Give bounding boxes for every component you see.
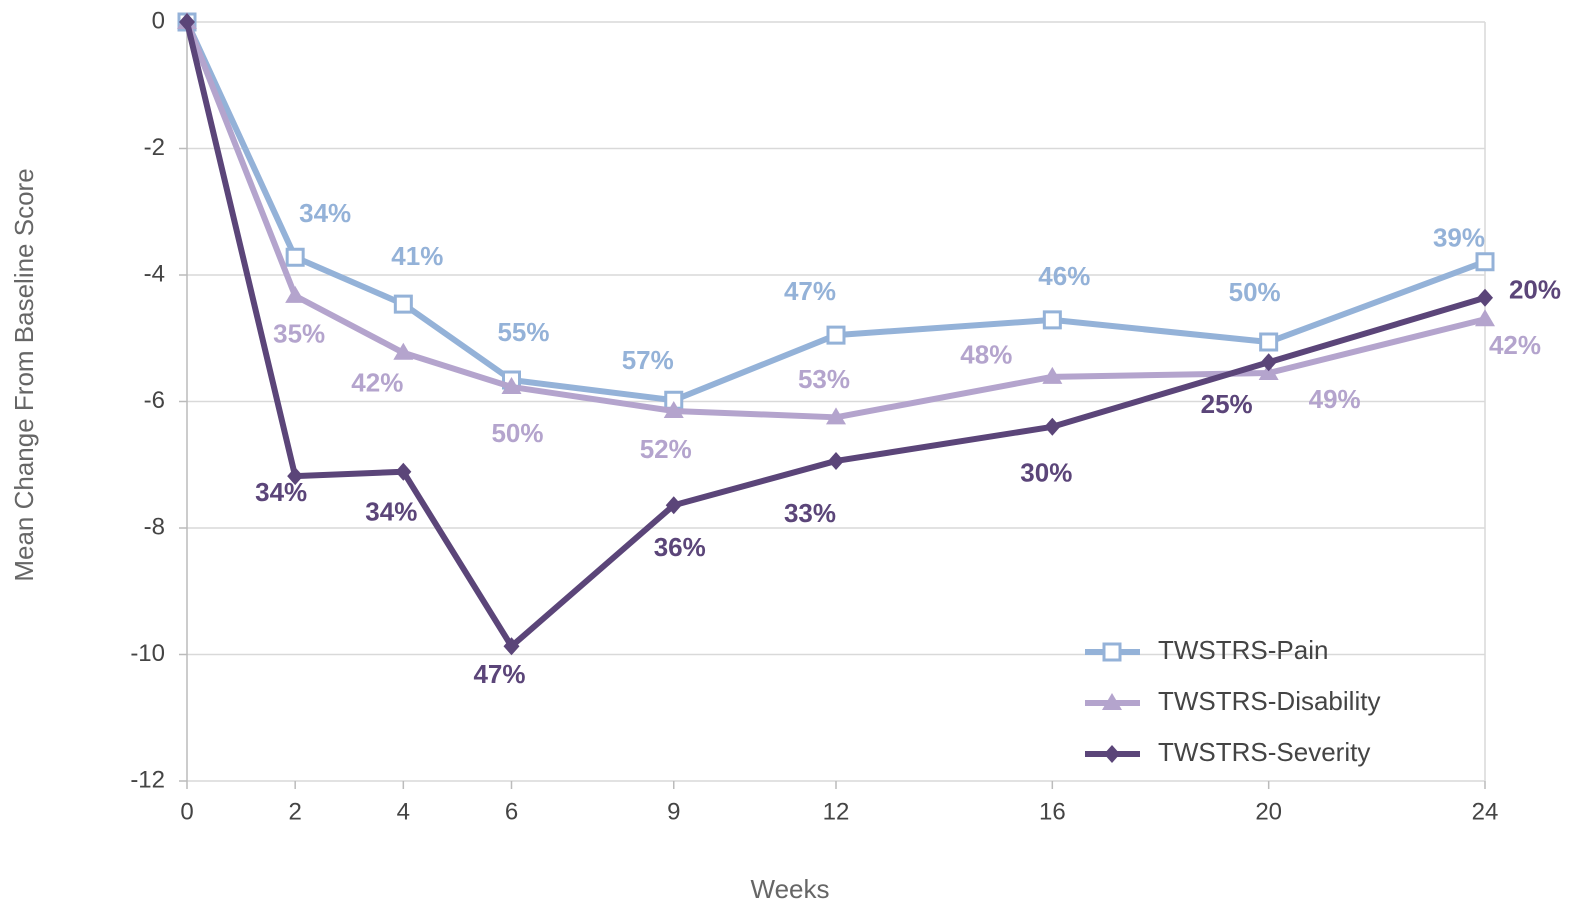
x-tick-label: 0 bbox=[180, 798, 193, 825]
data-label: 57% bbox=[622, 345, 674, 375]
series: 35% 42% 50% 52% 53% 48% 49% 42% bbox=[177, 12, 1541, 464]
y-tick-label: -10 bbox=[130, 640, 165, 667]
marker bbox=[664, 390, 684, 410]
marker bbox=[828, 451, 844, 470]
marker bbox=[1475, 309, 1495, 327]
y-tick-label: -8 bbox=[144, 513, 165, 540]
y-tick-label: -4 bbox=[144, 260, 165, 287]
marker bbox=[287, 467, 304, 486]
data-label: 34% bbox=[299, 198, 351, 228]
x-tick-label: 4 bbox=[397, 798, 410, 825]
data-label: 30% bbox=[1020, 458, 1072, 488]
data-label: 34% bbox=[365, 497, 417, 527]
data-label: 46% bbox=[1038, 261, 1090, 291]
marker bbox=[826, 407, 846, 425]
data-label: 36% bbox=[654, 532, 706, 562]
legend-label: TWSTRS-Severity bbox=[1158, 737, 1370, 767]
y-tick-label: -6 bbox=[144, 387, 165, 414]
data-label: 42% bbox=[1489, 330, 1541, 360]
x-tick-label: 24 bbox=[1472, 798, 1499, 825]
legend-label: TWSTRS-Pain bbox=[1158, 635, 1328, 665]
series: 34% 34% 47% 36% 33% 30% 25% 20% bbox=[179, 13, 1561, 689]
marker bbox=[1258, 363, 1279, 381]
marker bbox=[395, 462, 412, 481]
marker bbox=[665, 496, 682, 515]
marker bbox=[393, 294, 413, 314]
x-tick-label: 16 bbox=[1039, 798, 1066, 825]
marker bbox=[1475, 252, 1495, 272]
marker bbox=[1042, 310, 1062, 330]
data-label: 39% bbox=[1433, 223, 1485, 253]
marker bbox=[503, 637, 520, 656]
data-label: 55% bbox=[497, 317, 549, 347]
marker bbox=[1259, 332, 1279, 352]
data-label: 20% bbox=[1509, 275, 1561, 305]
data-label: 50% bbox=[1229, 277, 1281, 307]
marker bbox=[1044, 417, 1061, 436]
marker bbox=[285, 285, 306, 303]
y-tick-label: -12 bbox=[130, 766, 165, 793]
marker bbox=[826, 325, 846, 345]
y-axis-title: Mean Change From Baseline Score bbox=[9, 168, 39, 581]
data-label: 34% bbox=[255, 477, 307, 507]
x-tick-label: 2 bbox=[288, 798, 301, 825]
marker bbox=[285, 247, 305, 267]
y-tick-label: -2 bbox=[144, 134, 165, 161]
marker bbox=[1104, 745, 1120, 763]
data-label: 47% bbox=[473, 659, 525, 689]
data-label: 42% bbox=[351, 368, 403, 398]
series: 34% 41% 55% 57% 47% 46% 50% 39% bbox=[177, 12, 1495, 410]
marker bbox=[1102, 693, 1122, 710]
x-tick-label: 6 bbox=[505, 798, 518, 825]
marker bbox=[1477, 288, 1493, 307]
x-tick-label: 12 bbox=[823, 798, 850, 825]
data-label: 33% bbox=[784, 498, 836, 528]
marker bbox=[1260, 353, 1277, 372]
y-tick-label: 0 bbox=[152, 7, 165, 34]
legend-label: TWSTRS-Disability bbox=[1158, 686, 1380, 716]
x-tick-label: 20 bbox=[1255, 798, 1282, 825]
marker bbox=[1042, 366, 1063, 384]
marker bbox=[393, 342, 414, 360]
marker bbox=[179, 13, 195, 31]
marker bbox=[1102, 642, 1122, 662]
data-label: 50% bbox=[491, 418, 543, 448]
data-label: 49% bbox=[1309, 384, 1361, 414]
data-label: 48% bbox=[960, 340, 1012, 370]
marker bbox=[501, 376, 522, 394]
marker bbox=[663, 400, 684, 418]
data-label: 53% bbox=[798, 364, 850, 394]
x-axis-title: Weeks bbox=[751, 874, 830, 904]
data-label: 35% bbox=[273, 319, 325, 349]
data-label: 47% bbox=[784, 276, 836, 306]
data-label: 52% bbox=[640, 434, 692, 464]
data-label: 41% bbox=[391, 241, 443, 271]
x-tick-label: 9 bbox=[667, 798, 680, 825]
data-label: 25% bbox=[1201, 389, 1253, 419]
